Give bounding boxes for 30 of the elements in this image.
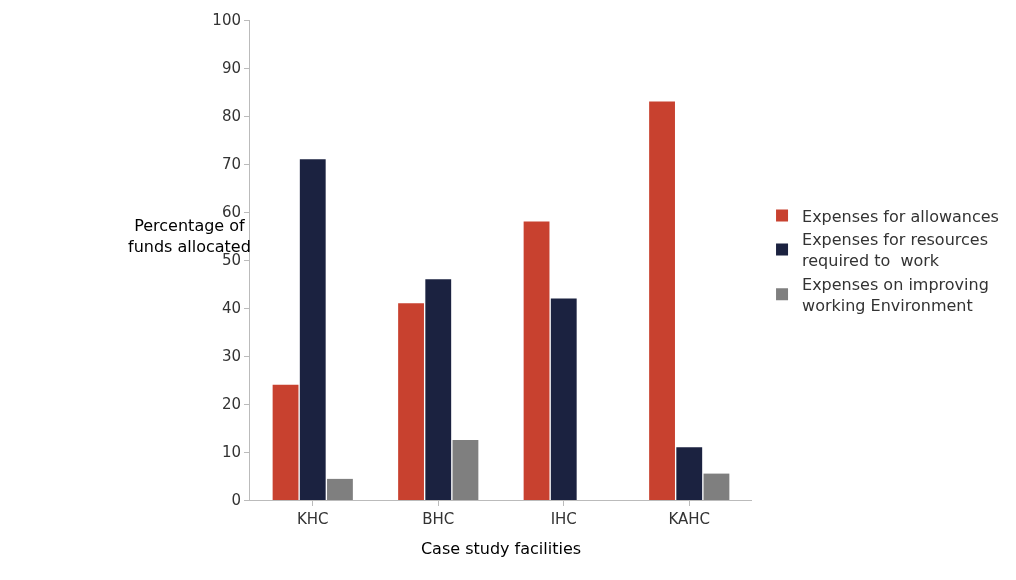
bar — [550, 298, 577, 500]
bar — [327, 478, 353, 500]
y-tick-label: 50 — [221, 251, 241, 270]
y-tick-label: 60 — [221, 203, 241, 222]
bar — [299, 159, 326, 500]
y-tick-label: 100 — [212, 11, 241, 30]
bar — [398, 303, 424, 500]
y-tick-label: 90 — [221, 59, 241, 78]
y-tick-label: 80 — [221, 107, 241, 126]
y-tick-label: 10 — [221, 443, 241, 462]
y-tick-label: 20 — [221, 395, 241, 414]
legend-label: Expenses for resources required to work — [802, 230, 988, 271]
bar — [676, 447, 703, 500]
legend-label: Expenses on improving working Environment — [802, 275, 989, 315]
y-tick-label: 40 — [221, 299, 241, 318]
bar — [425, 279, 452, 500]
x-tick-label: BHC — [422, 510, 455, 528]
x-tick-label: IHC — [550, 510, 577, 528]
x-tick-label: KHC — [296, 510, 329, 528]
y-tick-label: 30 — [221, 347, 241, 366]
bar — [703, 473, 730, 500]
bar — [523, 221, 550, 500]
bar — [452, 440, 479, 500]
legend-label: Expenses for allowances — [802, 206, 999, 226]
bar — [649, 101, 675, 500]
x-axis-title: Case study facilities — [420, 538, 582, 558]
x-tick-label: KAHC — [668, 510, 711, 528]
bar — [272, 384, 299, 500]
y-tick-label: 70 — [221, 155, 241, 174]
y-tick-label: 0 — [231, 491, 241, 510]
